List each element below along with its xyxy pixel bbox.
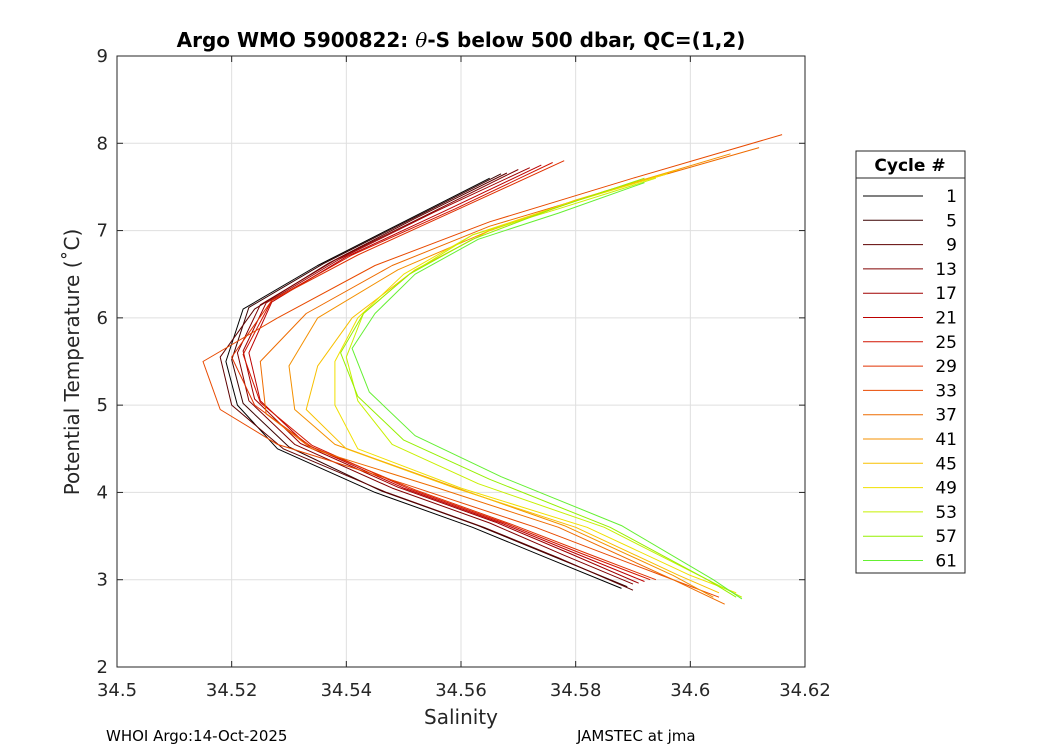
legend-entries: 1 5 9 13 17 21 25 29 33 37 41 45 49 53 57 61	[863, 187, 957, 572]
legend-label: 61	[935, 552, 957, 572]
series-line-cycle-13	[236, 169, 634, 585]
footer-right: JAMSTEC at jma	[576, 727, 696, 745]
y-tick-label: 8	[97, 133, 108, 154]
chart-title-prefix: Argo WMO 5900822:	[177, 28, 416, 52]
legend-label: 5	[946, 211, 957, 231]
chart-title: Argo WMO 5900822: θ-S below 500 dbar, QC…	[177, 28, 746, 52]
tick-labels: 34.5 34.52 34.54 34.56 34.58 34.6 34.62 2 3 4 5 6 7 8…	[97, 46, 831, 701]
x-tick-label: 34.52	[206, 680, 258, 701]
footer-left: WHOI Argo:14-Oct-2025	[106, 727, 287, 745]
legend-label: 53	[935, 503, 957, 523]
series-line-cycle-29	[231, 160, 657, 581]
legend-label: 37	[935, 406, 957, 426]
series-line-cycle-21	[248, 164, 645, 582]
y-tick-label: 2	[97, 657, 108, 678]
legend-label: 41	[935, 430, 957, 450]
y-axis-label: Potential Temperature (˚C)	[60, 229, 84, 496]
chart-title-theta: θ	[415, 28, 427, 52]
x-tick-label: 34.56	[435, 680, 487, 701]
series-line-cycle-17	[242, 167, 639, 584]
legend-label: 1	[946, 187, 957, 207]
legend-label: 13	[935, 260, 957, 280]
y-tick-label: 9	[97, 46, 108, 67]
series-line-cycle-33	[202, 134, 783, 598]
x-tick-label: 34.6	[670, 680, 710, 701]
series-line-cycle-37	[259, 147, 760, 605]
legend-label: 17	[935, 284, 957, 304]
chart-title-suffix: -S below 500 dbar, QC=(1,2)	[427, 28, 745, 52]
legend-title: Cycle #	[874, 156, 945, 176]
x-tick-label: 34.58	[550, 680, 602, 701]
x-tick-label: 34.54	[321, 680, 373, 701]
legend-label: 25	[935, 333, 957, 353]
ticks	[116, 55, 806, 668]
y-tick-label: 3	[97, 570, 108, 591]
y-tick-label: 5	[97, 395, 108, 416]
series-line-cycle-57	[340, 177, 737, 598]
legend-label: 29	[935, 357, 957, 377]
y-tick-label: 4	[97, 482, 108, 503]
legend-label: 57	[935, 527, 957, 547]
legend: Cycle # 1 5 9 13 17 21 25 29 33 37 41 45 49 53 57 61	[855, 150, 966, 574]
legend-label: 21	[935, 309, 957, 329]
legend-label: 9	[946, 236, 957, 256]
legend-label: 49	[935, 479, 957, 499]
y-tick-label: 6	[97, 308, 108, 329]
legend-label: 33	[935, 381, 957, 401]
legend-label: 45	[935, 454, 957, 474]
y-tick-label: 7	[97, 221, 108, 242]
x-axis-label: Salinity	[424, 705, 498, 729]
series-line-cycle-1	[225, 177, 622, 589]
series-line-cycle-53	[345, 177, 743, 598]
x-tick-label: 34.62	[779, 680, 831, 701]
series-layer	[202, 134, 783, 605]
series-line-cycle-9	[219, 172, 634, 591]
series-line-cycle-5	[231, 173, 628, 588]
x-tick-label: 34.5	[97, 680, 137, 701]
series-line-cycle-25	[242, 162, 651, 581]
series-line-cycle-61	[351, 182, 743, 600]
legend-box	[855, 150, 966, 574]
